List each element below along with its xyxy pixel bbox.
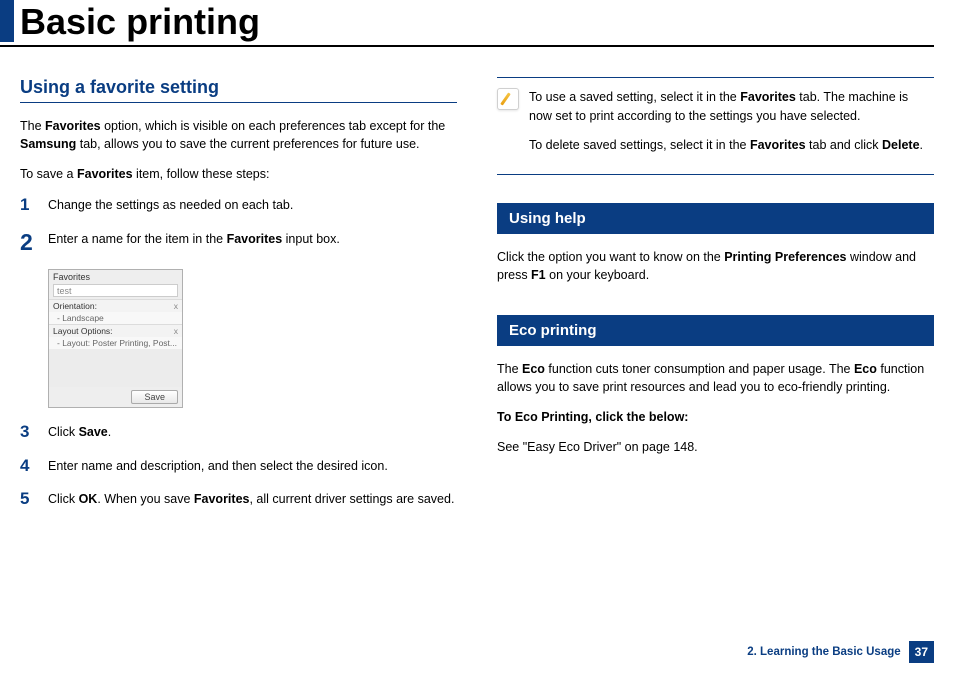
step-number: 3 (20, 422, 48, 442)
favorites-item-label: Layout Options: (53, 326, 113, 336)
content-columns: Using a favorite setting The Favorites o… (0, 47, 954, 523)
step-number: 5 (20, 489, 48, 509)
footer-page-number: 37 (909, 641, 934, 663)
note-line-2: To delete saved settings, select it in t… (529, 136, 934, 155)
step-1: 1 Change the settings as needed on each … (20, 195, 457, 215)
left-column: Using a favorite setting The Favorites o… (20, 77, 457, 523)
section-using-help: Using help (497, 203, 934, 234)
steps-list-continued: 3 Click Save. 4 Enter name and descripti… (20, 422, 457, 509)
header-accent-stripe (0, 0, 14, 42)
step-2: 2 Enter a name for the item in the Favor… (20, 229, 457, 255)
favorites-button-row: Save (49, 387, 182, 407)
footer-chapter: 2. Learning the Basic Usage (747, 646, 900, 658)
step-4: 4 Enter name and description, and then s… (20, 456, 457, 476)
step-text: Enter a name for the item in the Favorit… (48, 229, 340, 248)
favorites-item-label: Orientation: (53, 301, 97, 311)
page-title: Basic printing (20, 4, 260, 42)
section-eco-printing: Eco printing (497, 315, 934, 346)
step-text: Click OK. When you save Favorites, all c… (48, 489, 454, 508)
step-5: 5 Click OK. When you save Favorites, all… (20, 489, 457, 509)
note-text: To use a saved setting, select it in the… (529, 88, 934, 164)
pencil-note-icon (497, 88, 519, 110)
favorites-item-layout[interactable]: Layout Options: x (49, 324, 182, 337)
favorites-panel-title: Favorites (49, 270, 182, 284)
note-line-1: To use a saved setting, select it in the… (529, 88, 934, 126)
step-3: 3 Click Save. (20, 422, 457, 442)
close-icon[interactable]: x (174, 326, 178, 336)
eco-paragraph-3: See "Easy Eco Driver" on page 148. (497, 438, 934, 456)
intro-steps-lead: To save a Favorites item, follow these s… (20, 165, 457, 183)
favorites-panel: Favorites test Orientation: x - Landscap… (48, 269, 183, 408)
favorites-item-layout-value: - Layout: Poster Printing, Post... (49, 337, 182, 349)
intro-paragraph: The Favorites option, which is visible o… (20, 117, 457, 153)
step-text: Change the settings as needed on each ta… (48, 195, 293, 214)
eco-paragraph-2: To Eco Printing, click the below: (497, 408, 934, 426)
eco-paragraph-1: The Eco function cuts toner consumption … (497, 360, 934, 396)
close-icon[interactable]: x (174, 301, 178, 311)
favorites-item-orientation[interactable]: Orientation: x (49, 299, 182, 312)
section-favorite-setting: Using a favorite setting (20, 77, 457, 103)
step-text: Enter name and description, and then sel… (48, 456, 388, 475)
steps-list: 1 Change the settings as needed on each … (20, 195, 457, 255)
step-text: Click Save. (48, 422, 111, 441)
step-number: 2 (20, 229, 48, 255)
step-number: 1 (20, 195, 48, 215)
step-number: 4 (20, 456, 48, 476)
right-column: To use a saved setting, select it in the… (497, 77, 934, 523)
favorites-item-orientation-value: - Landscape (49, 312, 182, 324)
save-button[interactable]: Save (131, 390, 178, 404)
favorites-name-input[interactable]: test (53, 284, 178, 297)
note-block: To use a saved setting, select it in the… (497, 77, 934, 175)
favorites-empty-area (49, 349, 182, 387)
page-header: Basic printing (0, 0, 934, 47)
help-paragraph: Click the option you want to know on the… (497, 248, 934, 284)
page-footer: 2. Learning the Basic Usage 37 (747, 641, 934, 663)
